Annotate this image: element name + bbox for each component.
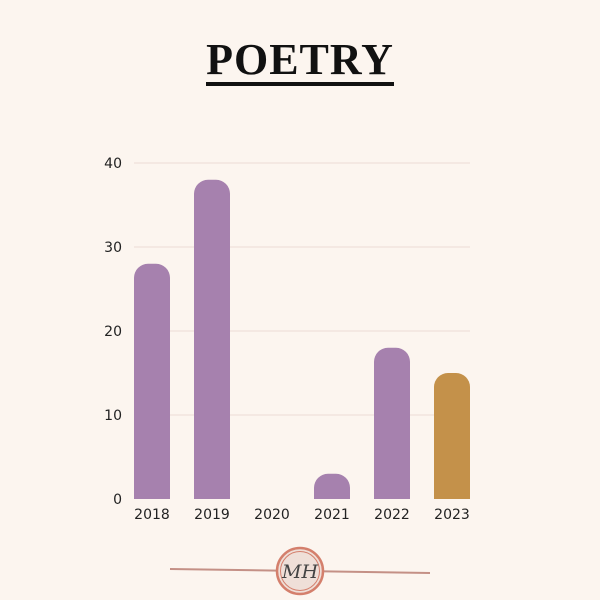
logo-badge [275, 546, 325, 596]
bar-2023 [434, 373, 470, 499]
x-tick-label: 2022 [374, 507, 410, 523]
bar-2021 [314, 473, 350, 499]
x-tick-label: 2018 [134, 507, 170, 523]
x-tick-label: 2019 [194, 507, 230, 523]
x-tick-label: 2021 [314, 507, 350, 523]
y-tick-label: 30 [104, 240, 122, 256]
y-tick-label: 0 [113, 492, 122, 508]
y-tick-label: 40 [104, 156, 122, 172]
bar-2022 [374, 347, 410, 499]
y-tick-label: 10 [104, 408, 122, 424]
x-tick-label: 2020 [254, 507, 290, 523]
chart-title-text: POETRY [206, 35, 394, 86]
chart-title: POETRY [0, 34, 600, 86]
x-tick-label: 2023 [434, 507, 470, 523]
logo-text: MH [281, 561, 318, 583]
bar-2018 [134, 263, 170, 499]
bar-2019 [194, 179, 230, 500]
y-tick-label: 20 [104, 324, 122, 340]
logo-inner-ring [280, 551, 320, 591]
